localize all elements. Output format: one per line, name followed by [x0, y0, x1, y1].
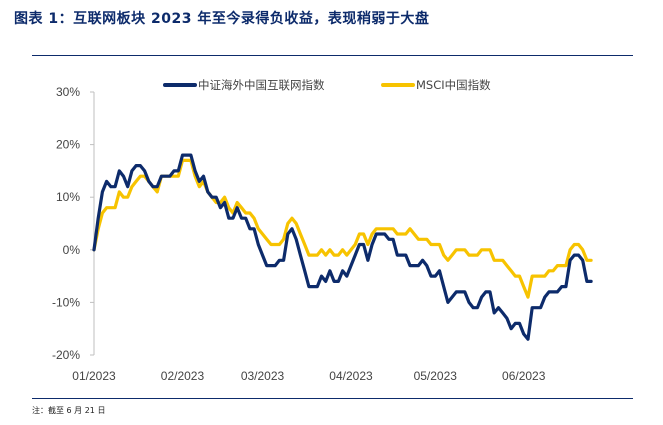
- chart-legend: 中证海外中国互联网指数 MSCI中国指数: [163, 78, 491, 92]
- footnote: 注：截至 6 月 21 日: [32, 406, 106, 415]
- y-tick-label: 0%: [63, 243, 81, 257]
- chart-lines: [92, 153, 593, 341]
- y-tick-label: -10%: [52, 295, 80, 309]
- figure-title: 图表 1：互联网板块 2023 年至今录得负收益，表现稍弱于大盘: [14, 11, 430, 27]
- legend-label-2: MSCI中国指数: [416, 78, 491, 92]
- chart-axes: -20% -10% 0% 10% 20% 30% 01/2023 02/2023 03/2023…: [52, 85, 546, 383]
- y-tick-label: 30%: [56, 85, 80, 99]
- title-divider: [32, 55, 633, 56]
- x-tick-label: 05/2023: [414, 369, 458, 383]
- y-tick-label: 10%: [56, 190, 80, 204]
- x-tick-label: 02/2023: [161, 369, 205, 383]
- legend-label-1: 中证海外中国互联网指数: [198, 78, 325, 92]
- x-tick-label: 01/2023: [72, 369, 116, 383]
- series-line-2: [92, 158, 593, 299]
- y-tick-label: -20%: [52, 348, 80, 362]
- footer-divider: [32, 398, 633, 399]
- y-tick-label: 20%: [56, 138, 80, 152]
- x-tick-label: 06/2023: [502, 369, 546, 383]
- series-line-1: [92, 153, 593, 341]
- x-tick-label: 04/2023: [329, 369, 373, 383]
- x-tick-label: 03/2023: [241, 369, 285, 383]
